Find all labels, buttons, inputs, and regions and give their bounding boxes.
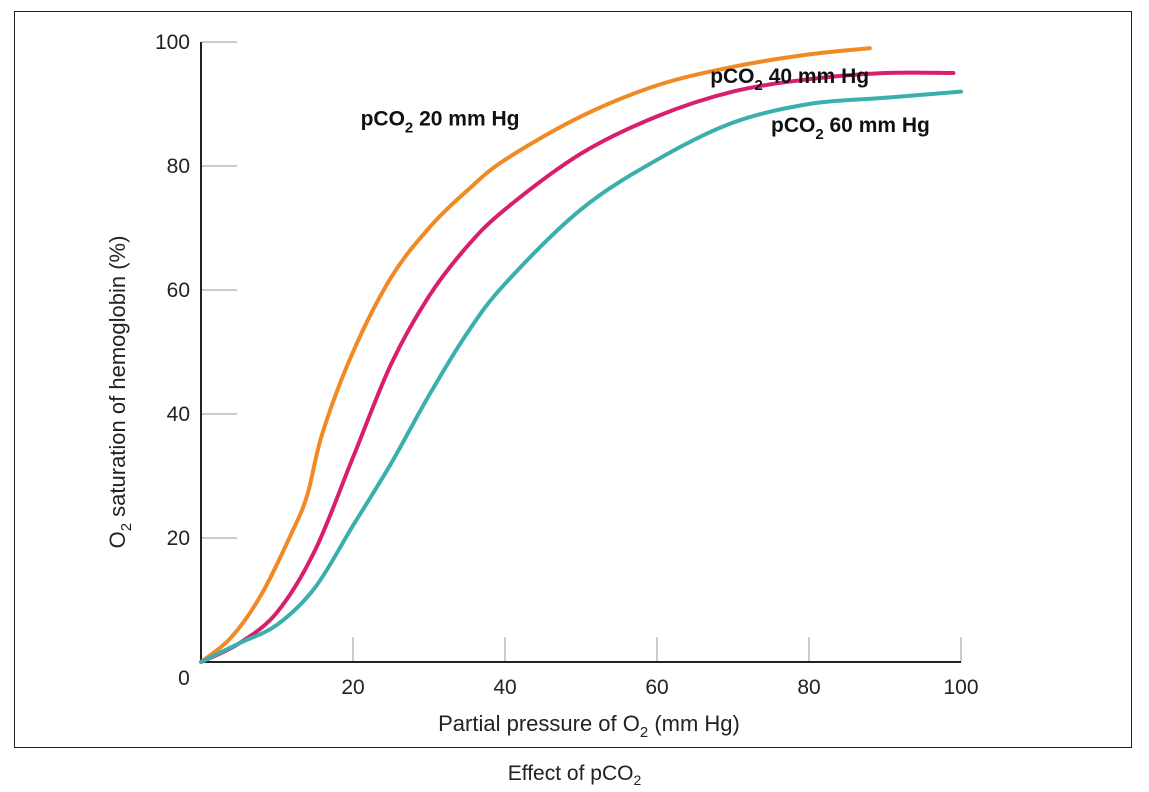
tick-marks <box>201 41 962 662</box>
x-axis-title-unit: (mm Hg) <box>648 711 740 736</box>
x-axis-title-main: Partial pressure of O <box>438 711 640 736</box>
figure-caption: Effect of pCO2 <box>0 762 1149 788</box>
origin-label: 0 <box>178 667 190 690</box>
series-label-main: pCO <box>361 108 405 131</box>
y-tick-label: 40 <box>167 403 190 426</box>
series-line-2 <box>199 89 963 664</box>
figure-frame: 20 40 60 80 100 20 40 60 80 100 0 pCO2 20 mm Hg pCO… <box>14 11 1132 748</box>
y-tick-label: 80 <box>167 155 190 178</box>
y-axis-title-main: O <box>105 531 130 548</box>
series-label-unit: 20 mm Hg <box>413 108 519 131</box>
y-axis-title: O2 saturation of hemoglobin (%) <box>105 236 135 549</box>
y-tick-label: 100 <box>155 31 190 54</box>
x-axis-title: Partial pressure of O2 (mm Hg) <box>438 711 740 741</box>
series-label-2: pCO2 60 mm Hg <box>771 114 930 143</box>
x-tick-label: 80 <box>797 676 820 699</box>
y-tick-label: 60 <box>167 279 190 302</box>
y-axis-title-unit: saturation of hemoglobin (%) <box>105 236 130 523</box>
series-lines <box>199 46 963 664</box>
caption-subscript: 2 <box>633 772 642 789</box>
y-tick-label: 20 <box>167 527 190 550</box>
series-line-0 <box>199 46 872 664</box>
series-label-unit: 60 mm Hg <box>824 114 930 137</box>
series-label-unit: 40 mm Hg <box>763 65 869 88</box>
series-line-1 <box>199 70 956 664</box>
tick-labels: 20 40 60 80 100 20 40 60 80 100 0 <box>155 31 979 699</box>
series-label-subscript: 2 <box>815 126 823 143</box>
x-tick-label: 60 <box>645 676 668 699</box>
x-axis-title-subscript: 2 <box>640 724 648 741</box>
series-label-main: pCO <box>771 114 815 137</box>
y-axis-title-subscript: 2 <box>118 523 135 531</box>
series-label-1: pCO2 40 mm Hg <box>710 65 869 94</box>
series-label-subscript: 2 <box>405 120 413 137</box>
x-tick-label: 40 <box>493 676 516 699</box>
series-label-main: pCO <box>710 65 754 88</box>
caption-main: Effect of pCO <box>507 762 634 785</box>
series-label-subscript: 2 <box>755 77 763 94</box>
x-tick-label: 20 <box>341 676 364 699</box>
series-label-0: pCO2 20 mm Hg <box>361 108 520 137</box>
x-tick-label: 100 <box>943 676 978 699</box>
